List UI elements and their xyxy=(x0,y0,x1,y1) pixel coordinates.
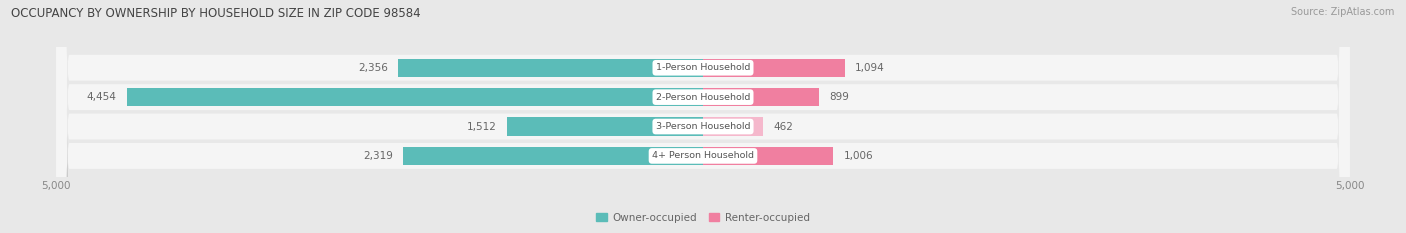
FancyBboxPatch shape xyxy=(56,0,1350,233)
Bar xyxy=(703,88,820,106)
Text: 2,319: 2,319 xyxy=(363,151,392,161)
Bar xyxy=(398,59,703,77)
FancyBboxPatch shape xyxy=(56,0,1350,233)
FancyBboxPatch shape xyxy=(59,0,1350,233)
Bar xyxy=(703,117,763,136)
Bar xyxy=(404,147,703,165)
Text: 462: 462 xyxy=(773,122,793,132)
Bar xyxy=(703,59,845,77)
FancyBboxPatch shape xyxy=(56,0,1350,233)
Bar xyxy=(127,88,703,106)
FancyBboxPatch shape xyxy=(59,0,1350,233)
Legend: Owner-occupied, Renter-occupied: Owner-occupied, Renter-occupied xyxy=(592,208,814,227)
Text: Source: ZipAtlas.com: Source: ZipAtlas.com xyxy=(1291,7,1395,17)
Text: 4+ Person Household: 4+ Person Household xyxy=(652,151,754,161)
Bar xyxy=(508,117,703,136)
Text: OCCUPANCY BY OWNERSHIP BY HOUSEHOLD SIZE IN ZIP CODE 98584: OCCUPANCY BY OWNERSHIP BY HOUSEHOLD SIZE… xyxy=(11,7,420,20)
Text: 4,454: 4,454 xyxy=(87,92,117,102)
Text: 1,512: 1,512 xyxy=(467,122,498,132)
Bar xyxy=(703,147,834,165)
FancyBboxPatch shape xyxy=(59,0,1350,233)
Text: 2,356: 2,356 xyxy=(359,63,388,73)
FancyBboxPatch shape xyxy=(59,0,1350,233)
Text: 1-Person Household: 1-Person Household xyxy=(655,63,751,72)
Text: 3-Person Household: 3-Person Household xyxy=(655,122,751,131)
Text: 899: 899 xyxy=(830,92,849,102)
Text: 2-Person Household: 2-Person Household xyxy=(655,93,751,102)
Text: 1,094: 1,094 xyxy=(855,63,884,73)
Text: 1,006: 1,006 xyxy=(844,151,873,161)
FancyBboxPatch shape xyxy=(56,0,1350,233)
